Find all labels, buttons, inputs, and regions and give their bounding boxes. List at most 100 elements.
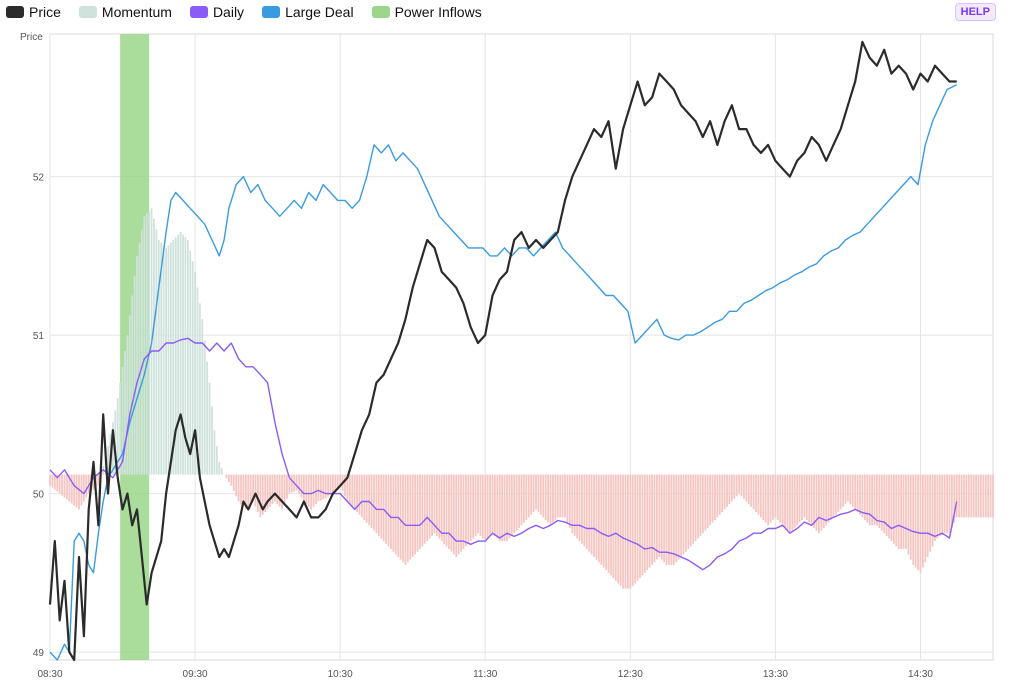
- momentum-bar: [747, 474, 750, 505]
- momentum-bar: [849, 474, 852, 505]
- momentum-bar: [390, 474, 392, 550]
- momentum-bar: [902, 474, 905, 550]
- momentum-bar: [421, 474, 424, 547]
- momentum-bar: [203, 340, 206, 475]
- momentum-bar: [78, 474, 80, 510]
- momentum-bar: [128, 315, 131, 475]
- momentum-bar: [943, 474, 946, 534]
- momentum-bar: [568, 474, 571, 528]
- momentum-bar: [402, 474, 404, 563]
- momentum-bar: [890, 474, 893, 542]
- legend-item-price[interactable]: Price: [6, 4, 61, 20]
- momentum-bar: [759, 474, 762, 518]
- legend-label-power-inflows: Power Inflows: [394, 4, 482, 20]
- momentum-bar: [593, 474, 595, 557]
- momentum-bar: [697, 474, 699, 539]
- momentum-bar: [607, 474, 610, 573]
- momentum-bar: [595, 474, 598, 560]
- momentum-bar: [822, 474, 825, 528]
- momentum-bar: [334, 474, 337, 491]
- momentum-bar: [929, 474, 932, 552]
- momentum-bar: [317, 474, 320, 502]
- momentum-bar: [825, 474, 828, 526]
- momentum-bar: [573, 474, 576, 536]
- legend-label-price: Price: [29, 4, 61, 20]
- momentum-bar: [895, 474, 898, 547]
- momentum-bar: [520, 474, 523, 526]
- momentum-bar: [249, 474, 252, 505]
- momentum-bar: [472, 474, 475, 539]
- price-swatch-icon: [6, 6, 24, 18]
- momentum-bar: [155, 229, 158, 475]
- momentum-bar: [597, 474, 600, 563]
- y-tick-label: 50: [33, 490, 45, 501]
- momentum-bar: [626, 474, 629, 589]
- momentum-bar: [888, 474, 890, 539]
- momentum-bar: [897, 474, 900, 550]
- momentum-bar: [469, 474, 472, 542]
- momentum-bar: [56, 474, 59, 492]
- momentum-bar: [726, 474, 728, 507]
- momentum-bar: [578, 474, 581, 542]
- momentum-bar: [658, 474, 661, 557]
- legend: Price Momentum Daily Large Deal Power In…: [6, 2, 500, 22]
- momentum-bar: [788, 474, 791, 534]
- y-tick-label: 49: [33, 648, 45, 659]
- momentum-bar: [554, 474, 557, 521]
- momentum-bar: [953, 474, 956, 523]
- momentum-bar: [380, 474, 383, 539]
- legend-item-momentum[interactable]: Momentum: [78, 4, 172, 20]
- momentum-bar: [844, 474, 847, 505]
- momentum-bar: [368, 474, 371, 526]
- momentum-bar: [834, 474, 837, 515]
- momentum-bar: [237, 474, 240, 502]
- plot-frame: [49, 33, 994, 661]
- momentum-bar: [215, 446, 218, 475]
- momentum-bar: [798, 474, 801, 523]
- momentum-bar: [191, 261, 194, 475]
- momentum-bar: [322, 474, 325, 500]
- momentum-bar: [552, 474, 554, 523]
- momentum-bar: [365, 474, 368, 523]
- legend-item-large-deal[interactable]: Large Deal: [262, 4, 354, 20]
- help-button[interactable]: HELP: [954, 3, 996, 21]
- momentum-bar: [525, 474, 528, 521]
- momentum-bar: [450, 474, 453, 552]
- momentum-bar: [373, 474, 375, 531]
- momentum-bar: [950, 474, 953, 528]
- momentum-bar: [537, 474, 540, 513]
- momentum-bar: [648, 474, 651, 568]
- momentum-bar: [467, 474, 470, 544]
- momentum-bar: [73, 474, 76, 506]
- x-tick-label: 13:30: [763, 669, 788, 680]
- momentum-bar: [581, 474, 583, 544]
- momentum-bar: [440, 474, 443, 542]
- momentum-bar: [767, 474, 770, 526]
- momentum-bar: [302, 474, 305, 502]
- momentum-bar: [764, 474, 767, 523]
- momentum-bar: [232, 474, 235, 491]
- momentum-bar: [938, 474, 941, 536]
- momentum-bar: [866, 474, 869, 523]
- momentum-bar: [781, 474, 784, 526]
- momentum-bar: [692, 474, 695, 544]
- momentum-bar: [851, 474, 854, 507]
- x-tick-label: 08:30: [37, 669, 62, 680]
- x-tick-label: 12:30: [618, 669, 643, 680]
- momentum-bar: [600, 474, 603, 565]
- momentum-bar: [774, 474, 777, 518]
- momentum-bar: [612, 474, 615, 579]
- momentum-bar: [687, 474, 690, 550]
- momentum-bar: [264, 474, 267, 513]
- legend-item-power-inflows[interactable]: Power Inflows: [371, 4, 482, 20]
- momentum-bar: [252, 474, 255, 502]
- momentum-bar: [310, 474, 313, 510]
- legend-item-daily[interactable]: Daily: [189, 4, 244, 20]
- momentum-bar: [750, 474, 753, 507]
- momentum-bar: [153, 218, 155, 475]
- momentum-bar: [394, 474, 397, 555]
- momentum-bar: [745, 474, 748, 502]
- momentum-bar: [244, 474, 247, 510]
- momentum-bar: [677, 474, 680, 560]
- momentum-bar: [392, 474, 395, 552]
